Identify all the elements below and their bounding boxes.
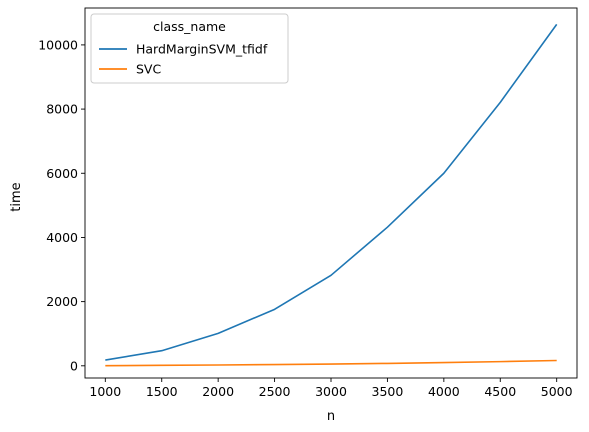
y-tick-label: 6000	[46, 166, 78, 181]
x-tick-label: 5000	[541, 384, 573, 399]
y-tick-label: 8000	[46, 102, 78, 117]
x-tick-label: 4500	[484, 384, 516, 399]
x-tick-label: 2500	[259, 384, 291, 399]
y-tick-label: 10000	[38, 37, 78, 52]
x-tick-label: 1500	[146, 384, 178, 399]
x-axis-title: n	[327, 409, 335, 424]
x-tick-label: 3000	[315, 384, 347, 399]
x-tick-label: 2000	[202, 384, 234, 399]
legend-label-2: SVC	[136, 62, 161, 77]
plot-area: 1000 1500 2000 2500 3000 3500 4000 4500 5000 0 200…	[38, 7, 578, 399]
y-tick-label: 2000	[46, 294, 78, 309]
legend-label-1: HardMarginSVM_tfidf	[136, 42, 268, 57]
series-line-1	[105, 23, 558, 361]
x-tick-label: 3500	[372, 384, 404, 399]
legend-title: class_name	[153, 19, 226, 34]
x-tick-label: 1000	[89, 384, 121, 399]
y-tick-label: 0	[70, 358, 78, 373]
y-axis-title: time	[9, 182, 24, 211]
y-tick-label: 4000	[46, 230, 78, 245]
legend-box	[90, 13, 289, 84]
x-tick-label: 4000	[428, 384, 460, 399]
series-line-2	[105, 359, 557, 367]
